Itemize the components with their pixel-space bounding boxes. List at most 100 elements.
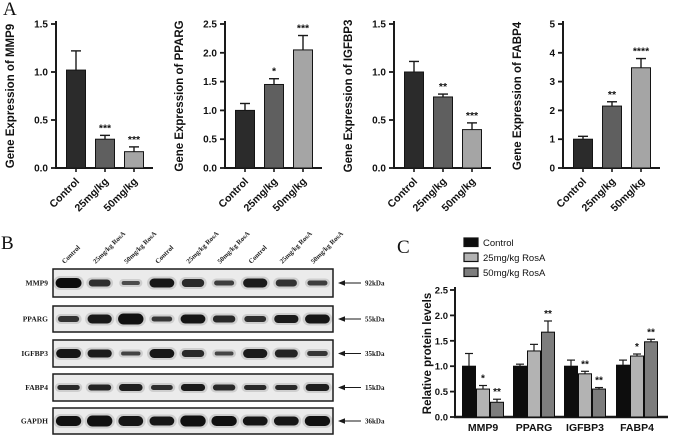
protein-band [181, 279, 205, 287]
y-tick-label: 1.0 [203, 106, 217, 117]
arrow-head-icon [338, 418, 345, 424]
significance-marker: *** [466, 110, 479, 122]
protein-band [88, 279, 111, 287]
blot-row-label: MMP9 [26, 279, 49, 288]
protein-band [305, 384, 330, 391]
y-tick-label: 0.5 [372, 116, 386, 127]
y-tick-label: 2 [549, 106, 555, 117]
protein-band [57, 385, 80, 390]
protein-band [55, 278, 82, 288]
significance-marker: *** [99, 122, 112, 134]
legend-label: 50mg/kg RosA [483, 268, 546, 279]
molecular-weight-label: 92kDa [365, 280, 385, 288]
protein-band [243, 349, 268, 358]
significance-marker: * [481, 374, 485, 385]
significance-marker: ** [608, 89, 617, 101]
bar-50mg/kg [462, 129, 482, 169]
y-tick-label: 0.0 [372, 164, 386, 175]
protein-band [118, 384, 143, 391]
y-tick-label: 2.5 [435, 286, 449, 297]
legend-swatch [463, 252, 479, 263]
protein-band [305, 314, 330, 324]
lane-label: 25mg/kg RosA [185, 230, 220, 265]
y-tick-label: 0 [549, 164, 555, 175]
bar-25mg/kg [95, 138, 115, 169]
protein-band [149, 416, 175, 426]
lane-label: 50mg/kg RosA [123, 230, 158, 265]
protein-band [88, 384, 112, 391]
bar-MMP9-50mg/kg RosA [490, 401, 504, 418]
protein-band [244, 316, 267, 322]
y-tick-label: 1.5 [34, 20, 48, 31]
y-tick-label: 1.5 [203, 77, 217, 88]
protein-band [57, 316, 80, 322]
y-tick-label: 1.0 [34, 68, 48, 79]
blot-row-label: PPARG [23, 315, 48, 324]
panel-c-label: C [397, 237, 410, 258]
arrow-head-icon [338, 384, 345, 391]
bar-PPARG-50mg/kg RosA [541, 331, 555, 418]
protein-band [307, 351, 328, 356]
x-category-label: MMP9 [468, 422, 498, 434]
y-tick-label: 2.0 [203, 48, 217, 59]
grouped-bar-chart-protein_levels: Control 25mg/kg RosA 50mg/kg RosA 0.0 0.5 1.0… [422, 237, 668, 434]
legend-label: Control [483, 238, 514, 249]
protein-band [87, 314, 112, 324]
protein-band [304, 416, 331, 426]
bar-PPARG-Control [513, 365, 527, 418]
significance-marker: ** [595, 376, 603, 387]
protein-band [151, 316, 173, 322]
bar-MMP9-Control [462, 365, 476, 418]
panel-a-label: A [3, 0, 17, 20]
significance-marker: ** [581, 359, 589, 370]
y-tick-label: 0.0 [435, 413, 448, 424]
lane-label: 25mg/kg RosA [279, 230, 314, 265]
bar-25mg/kg [433, 96, 453, 169]
y-tick-label: 5 [549, 20, 555, 31]
bar-IGFBP3-50mg/kg RosA [592, 388, 606, 418]
arrow-head-icon [338, 316, 345, 322]
protein-band [244, 385, 267, 390]
y-tick-label: 4 [549, 48, 555, 59]
lane-label: 50mg/kg RosA [310, 230, 345, 265]
protein-band [150, 385, 173, 390]
bar-50mg/kg [631, 67, 651, 169]
protein-band [273, 416, 299, 426]
y-tick-label: 0.5 [203, 135, 217, 146]
significance-marker: * [635, 342, 639, 353]
protein-band [87, 349, 112, 358]
lane-label: 25mg/kg RosA [92, 230, 127, 265]
molecular-weight-label: 55kDa [365, 316, 385, 324]
protein-band [180, 415, 206, 427]
protein-band [55, 416, 82, 426]
protein-band [274, 315, 299, 323]
protein-band [242, 416, 268, 426]
y-tick-label: 1.5 [435, 336, 449, 347]
protein-band [149, 349, 175, 358]
protein-band [211, 416, 237, 426]
bar-Control [235, 109, 255, 169]
bar-IGFBP3-Control [564, 365, 578, 418]
y-tick-label: 1.5 [372, 20, 386, 31]
significance-marker: ** [493, 387, 501, 398]
lane-label: Control [248, 244, 269, 265]
protein-band [214, 280, 235, 286]
blot-row-label: FABP4 [25, 383, 48, 392]
y-tick-label: 0.5 [34, 116, 48, 127]
lane-label: Control [154, 244, 175, 265]
bar-Control [66, 69, 86, 169]
bar-25mg/kg [602, 105, 622, 169]
lane-label: 50mg/kg RosA [217, 230, 252, 265]
legend-label: 25mg/kg RosA [483, 253, 546, 264]
legend-swatch [463, 237, 479, 248]
bar-chart-pparg: 0.0 0.5 1.0 1.5 2.0 2.5 Gene Expression of PPA… [174, 20, 322, 214]
significance-marker: ** [544, 309, 552, 320]
protein-band [118, 416, 144, 426]
protein-band [275, 279, 297, 287]
significance-marker: *** [128, 134, 141, 146]
protein-band [121, 351, 141, 356]
panel-b-label: B [1, 233, 14, 254]
